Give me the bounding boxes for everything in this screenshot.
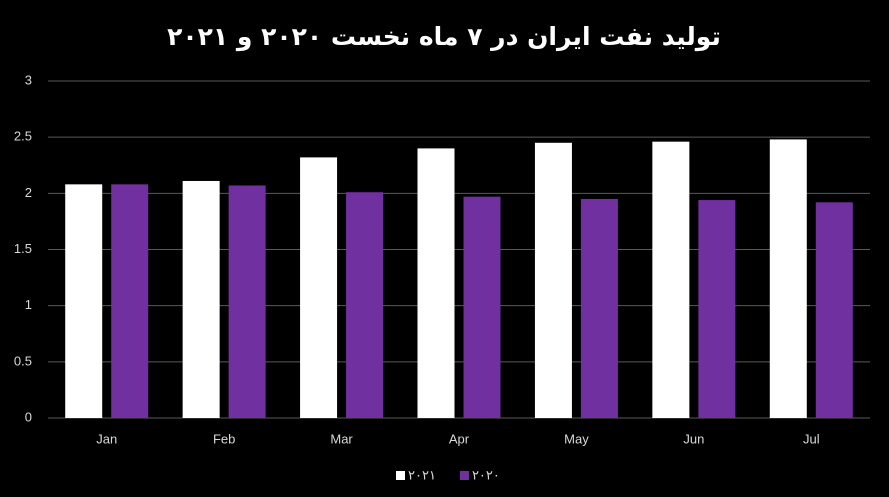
bar bbox=[815, 202, 853, 418]
y-tick-label: 3 bbox=[25, 72, 32, 87]
bar bbox=[65, 184, 103, 418]
bar bbox=[769, 139, 807, 418]
bar bbox=[580, 198, 618, 418]
bar bbox=[417, 148, 455, 418]
x-tick-label: Jun bbox=[683, 431, 704, 446]
bar bbox=[111, 184, 149, 418]
bar bbox=[698, 200, 736, 418]
bar bbox=[463, 196, 501, 418]
legend-swatch bbox=[396, 471, 405, 480]
y-tick-label: 2 bbox=[25, 185, 32, 200]
bar bbox=[652, 141, 690, 418]
chart-title: تولید نفت ایران در ۷ ماه نخست ۲۰۲۰ و ۲۰۲… bbox=[167, 22, 721, 52]
y-tick-label: 0 bbox=[25, 409, 32, 424]
legend-label: ۲۰۲۱ bbox=[408, 469, 436, 484]
x-tick-label: May bbox=[564, 431, 589, 446]
y-tick-label: 1.5 bbox=[14, 241, 32, 256]
bar bbox=[346, 192, 384, 418]
legend-swatch bbox=[459, 471, 469, 480]
bar bbox=[182, 180, 220, 418]
bar bbox=[534, 142, 572, 419]
y-tick-label: 0.5 bbox=[14, 353, 32, 368]
y-tick-label: 2.5 bbox=[14, 129, 32, 144]
x-tick-label: Jul bbox=[803, 431, 820, 446]
x-tick-label: Apr bbox=[449, 431, 470, 446]
y-tick-label: 1 bbox=[25, 297, 32, 312]
bar bbox=[300, 157, 338, 419]
x-tick-label: Mar bbox=[330, 431, 353, 446]
bar bbox=[228, 185, 266, 418]
x-tick-label: Feb bbox=[213, 431, 235, 446]
legend-label: ۲۰۲۰ bbox=[472, 469, 500, 484]
x-tick-label: Jan bbox=[96, 431, 117, 446]
